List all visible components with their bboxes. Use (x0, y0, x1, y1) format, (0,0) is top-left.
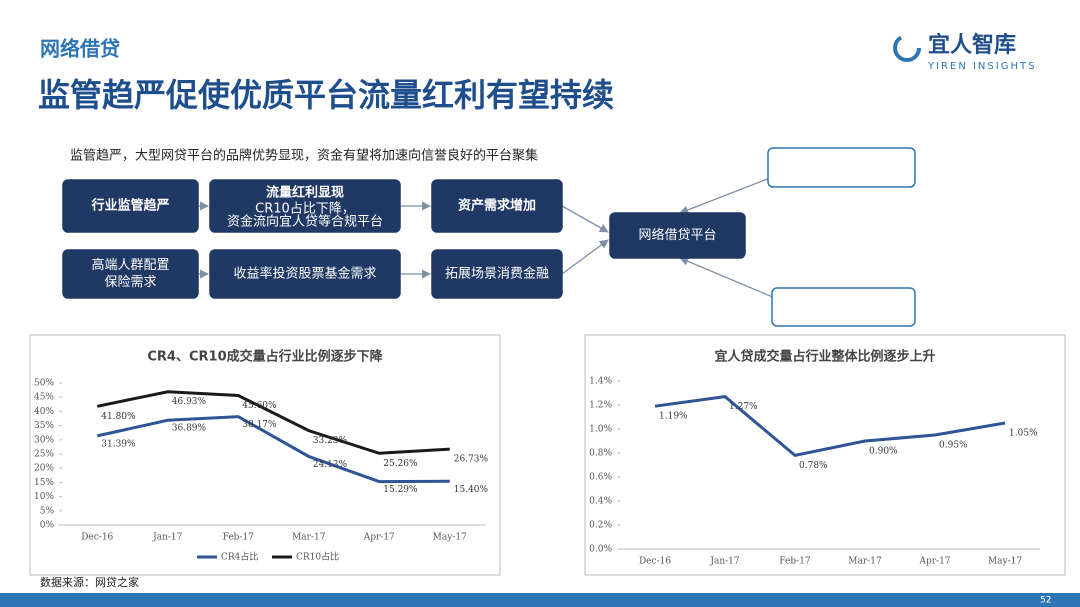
series-line (96, 415, 450, 484)
data-label: 15.29% (383, 485, 418, 495)
legend-label: CR4占比 (221, 551, 258, 563)
x-tick-label: Jan-17 (152, 533, 183, 543)
data-label: 46.93% (172, 397, 207, 407)
intro: 监管趋严，大型网贷平台的品牌优势显现，资金有望将加速向信誉良好的平台聚集 (70, 148, 538, 164)
footer-bar (0, 593, 1080, 607)
source: 数据来源：网贷之家 (40, 575, 139, 589)
y-tick-label: 30% (34, 435, 54, 445)
x-tick-label: Apr-17 (363, 533, 395, 543)
y-tick-label: 0% (40, 521, 55, 531)
data-label: 36.89% (172, 424, 207, 434)
page-number: 52 (1040, 596, 1051, 606)
x-tick-label: Jan-17 (709, 557, 740, 567)
series-line (654, 395, 1006, 458)
data-label: 1.19% (659, 412, 688, 422)
box (771, 287, 916, 327)
x-tick-label: Dec-16 (81, 533, 113, 543)
box (62, 179, 199, 233)
y-tick-label: 0.2% (589, 521, 612, 531)
data-label: 0.95% (939, 441, 968, 451)
data-label: 31.39% (101, 439, 136, 449)
data-label: 41.80% (101, 412, 136, 422)
data-label: 1.27% (729, 402, 758, 412)
box-label: CR10占比下降， (255, 202, 355, 217)
y-tick-label: 35% (34, 421, 54, 431)
series-line (96, 390, 450, 455)
box (767, 147, 916, 188)
x-tick-label: Mar-17 (848, 557, 882, 567)
box-label: 拓宽资金渠道 (804, 299, 882, 315)
chart-title: CR4、CR10成交量占行业比例逐步下降 (147, 349, 383, 365)
box (431, 179, 563, 233)
x-tick-label: Feb-17 (779, 557, 811, 567)
arrows (198, 177, 776, 299)
chart-title: 宜人贷成交量占行业整体比例逐步上升 (714, 349, 935, 365)
chart-frame (584, 334, 1066, 576)
box-label: 资产需求增加 (458, 198, 536, 214)
box-label: 丰富投资类别 (802, 159, 880, 175)
box-label: 行业监管趋严 (90, 198, 169, 214)
y-tick-label: 1.4% (589, 377, 612, 387)
box-label: 收益率投资股票基金需求 (233, 266, 376, 282)
y-tick-label: 20% (34, 464, 54, 474)
data-label: 1.05% (1009, 429, 1038, 439)
data-label: 0.90% (869, 447, 898, 457)
logo: 宜人智库 (928, 32, 1016, 58)
data-label: 0.78% (799, 461, 828, 471)
data-label: 33.23% (313, 436, 348, 446)
x-tick-label: Mar-17 (292, 533, 326, 543)
x-tick-label: May-17 (433, 533, 467, 543)
logo-sub: YIREN INSIGHTS (927, 61, 1036, 72)
data-label: 45.60% (242, 401, 277, 411)
logo-icon (893, 34, 921, 62)
y-tick-label: 0.0% (589, 545, 612, 555)
y-tick-label: 0.8% (589, 449, 612, 459)
data-label: 24.13% (313, 460, 348, 470)
y-tick-label: 40% (34, 407, 54, 417)
y-tick-label: 10% (34, 492, 54, 502)
box-label: 拓展场景消费金融 (445, 266, 549, 282)
box (62, 249, 199, 299)
box (609, 212, 746, 259)
box (209, 179, 401, 233)
y-tick-label: 0.6% (589, 473, 612, 483)
data-label: 38.17% (242, 420, 277, 430)
legend-label: CR10占比 (296, 551, 339, 563)
x-tick-label: May-17 (988, 557, 1022, 567)
data-label: 15.40% (454, 485, 489, 495)
y-tick-label: 15% (34, 478, 54, 488)
y-tick-label: 0.4% (589, 497, 612, 507)
y-tick-label: 1.2% (589, 401, 612, 411)
x-tick-label: Apr-17 (918, 557, 950, 567)
chart-frame (29, 334, 501, 576)
box (209, 249, 401, 299)
y-tick-label: 25% (34, 450, 54, 460)
data-label: 26.73% (454, 455, 489, 465)
box-label: 网络借贷平台 (638, 227, 716, 243)
data-label: 25.26% (383, 459, 418, 469)
box-label: 高端人群配置 (91, 257, 169, 273)
x-tick-label: Dec-16 (639, 557, 671, 567)
y-tick-label: 5% (40, 506, 55, 516)
y-tick-label: 45% (34, 393, 54, 403)
box-label: 流量红利显现 (266, 185, 344, 201)
title: 监管趋严促使优质平台流量红利有望持续 (38, 76, 614, 114)
section: 网络借贷 (40, 37, 120, 61)
x-tick-label: Feb-17 (223, 533, 255, 543)
box (431, 249, 563, 299)
y-tick-label: 50% (34, 379, 54, 389)
box-label: 保险需求 (104, 275, 156, 290)
box-label: 资金流向宜人贷等合规平台 (227, 214, 383, 230)
y-tick-label: 1.0% (589, 425, 612, 435)
